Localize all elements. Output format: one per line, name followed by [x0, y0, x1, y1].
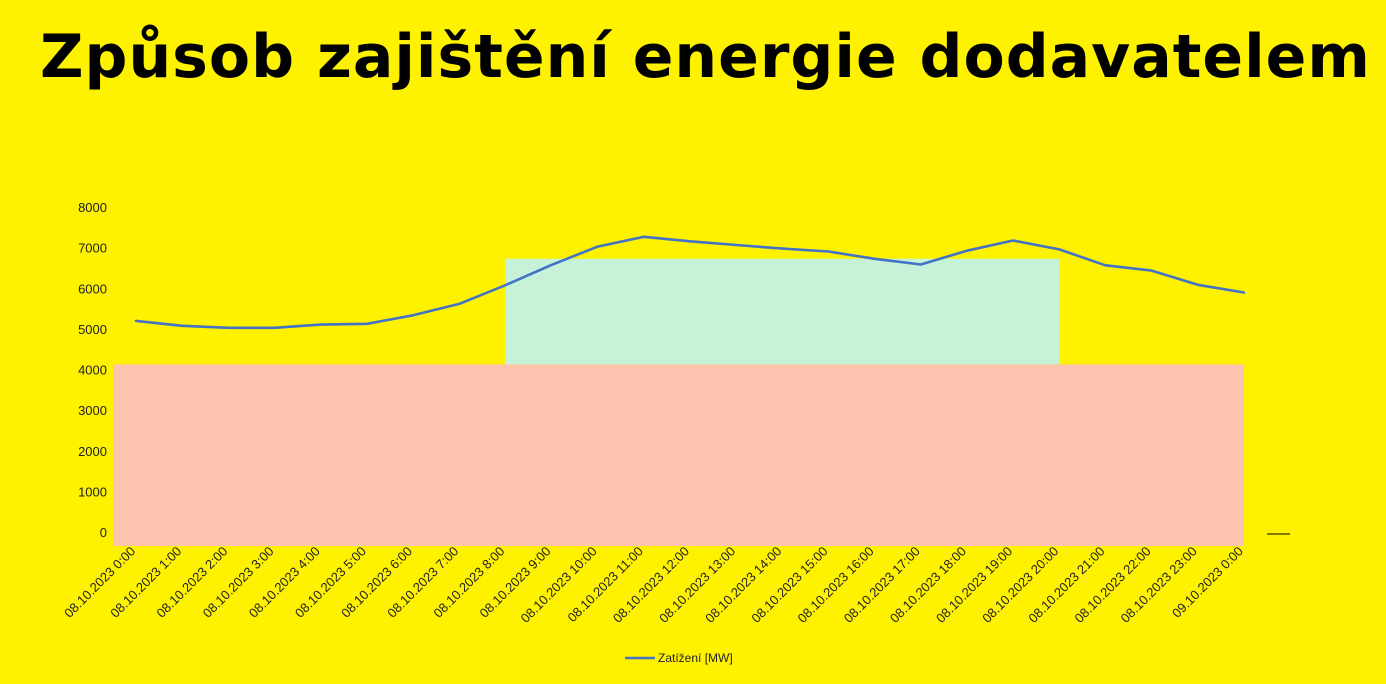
shaded-region-base [113, 364, 1244, 546]
y-tick-label: 2000 [78, 444, 107, 459]
y-tick-label: 6000 [78, 281, 107, 296]
y-tick-label: 7000 [78, 241, 107, 256]
series-line [134, 235, 1246, 330]
y-tick-label: 5000 [78, 322, 107, 337]
y-tick-label: 1000 [78, 484, 107, 499]
y-axis-ticks: 0 1000 2000 3000 4000 5000 6000 7000 8000 [78, 200, 1290, 540]
legend: Zatížení [MW] [625, 651, 733, 665]
y-tick-label: 3000 [78, 403, 107, 418]
legend-label: Zatížení [MW] [658, 651, 733, 665]
y-tick-label: 4000 [78, 363, 107, 378]
y-tick-label: 0 [100, 525, 107, 540]
page-title: Způsob zajištění energie dodavatelem [40, 22, 1371, 92]
y-tick-label: 8000 [78, 200, 107, 215]
series-lines [134, 235, 1246, 330]
shaded-region-peak [505, 258, 1060, 365]
shaded-regions [113, 258, 1244, 546]
